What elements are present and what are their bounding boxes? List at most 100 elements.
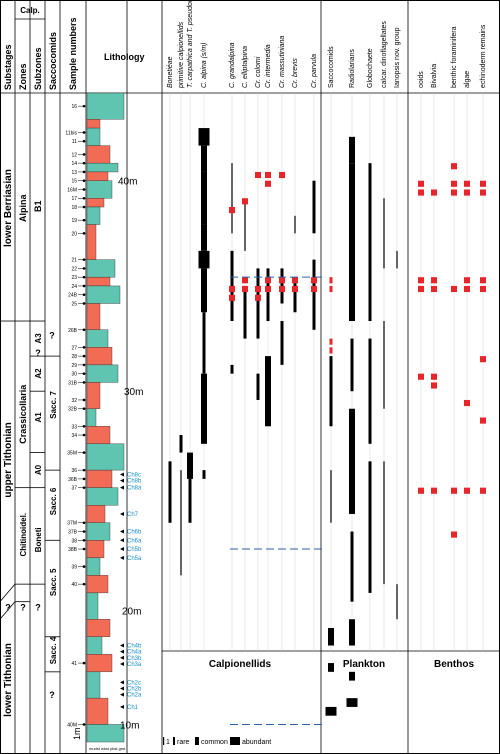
range-bar <box>396 250 398 269</box>
range-bar <box>464 189 470 196</box>
range-bar <box>346 698 358 707</box>
subzone-label: A1 <box>34 412 43 423</box>
occurrence-ranges <box>168 128 486 725</box>
ch-sample-label: Ch8b <box>127 479 142 485</box>
lithology-bed <box>86 92 125 120</box>
range-bar <box>383 198 385 269</box>
range-bar <box>480 180 486 187</box>
range-bar <box>451 163 457 170</box>
zone-label: Chitinoidel. <box>19 513 28 557</box>
legend-swatch-common <box>195 737 199 745</box>
substage-label: lower Berriasian <box>3 169 14 247</box>
ch-sample-arrow <box>120 649 124 654</box>
range-bar <box>329 277 333 284</box>
taxon-label: C. alpina (s/m) <box>201 42 208 88</box>
taxon-label: echinoderm remains <box>480 24 487 88</box>
subzone-label: B1 <box>33 200 43 212</box>
ch-sample-label: Ch2c <box>127 680 141 686</box>
range-bar <box>279 277 285 284</box>
sacco-label: Sacc. 6 <box>49 487 58 515</box>
subzone-label: A3 <box>34 333 43 344</box>
ch-sample-arrow <box>120 704 124 709</box>
sample-label: 20 <box>71 231 77 237</box>
lithology-bed <box>86 654 113 673</box>
sample-label: 35M <box>67 451 77 457</box>
sample-label: 18 <box>71 205 77 211</box>
range-bar <box>280 268 284 304</box>
range-bar <box>464 277 470 284</box>
range-bar <box>350 338 354 392</box>
range-bar <box>368 338 372 444</box>
subzone-label: A0 <box>34 464 43 475</box>
lithology-bed <box>86 364 119 383</box>
range-bar <box>311 285 317 293</box>
saccocomids-header: Saccocomids <box>48 32 58 90</box>
taxon-label: Cr. massutiniana <box>279 36 286 88</box>
zone-label: ? <box>20 602 26 612</box>
lithology-bed <box>86 303 101 330</box>
range-bar <box>480 417 486 424</box>
range-bar <box>431 382 437 389</box>
sample-label: 26B <box>68 328 78 334</box>
range-bar <box>198 250 210 269</box>
subzone-label: ? <box>35 602 41 612</box>
range-bar <box>242 198 248 205</box>
range-bar <box>349 619 355 646</box>
range-bar <box>266 268 270 322</box>
subzone-label: Boneti <box>34 527 43 552</box>
zones-header: Zones <box>18 63 28 90</box>
lithology-bed <box>86 426 111 445</box>
sample-label: 36B <box>68 477 78 483</box>
scale-label: 40m <box>118 177 137 188</box>
ch-sample-arrow <box>120 643 124 648</box>
lithology-bed <box>86 671 101 699</box>
sample-label: 41 <box>71 661 77 667</box>
ch-sample-arrow <box>120 529 124 534</box>
lithology-bed <box>86 443 125 471</box>
range-bar <box>328 663 334 672</box>
lithology-header: Lithology <box>104 52 145 62</box>
range-bar <box>480 285 486 293</box>
plankton-group-label: Plankton <box>343 659 385 670</box>
range-bar <box>265 171 271 179</box>
lithology-bed <box>86 557 101 576</box>
range-bar <box>255 285 261 293</box>
lithology-bed <box>86 259 116 278</box>
range-bar <box>230 364 234 374</box>
sample-label: 40 <box>71 582 77 588</box>
ch-sample-label: Ch5a <box>127 556 142 562</box>
range-bar <box>202 470 206 479</box>
range-bar <box>180 470 182 576</box>
scale-bottom-label: 1m <box>72 727 82 740</box>
range-bar <box>293 277 297 313</box>
sample-label: 14 <box>71 161 77 167</box>
legend-one-label: 1 <box>166 739 170 746</box>
sample-label: 34 <box>71 433 77 439</box>
lithology-bed <box>86 382 101 409</box>
lithology-bed <box>86 540 105 559</box>
range-bar <box>256 373 260 400</box>
subzone-label: A2 <box>34 368 43 379</box>
range-bar <box>229 207 235 214</box>
ch-sample-arrow <box>120 547 124 552</box>
taxon-label: Ianopsis nov. group <box>394 27 401 88</box>
range-bar <box>464 487 470 494</box>
range-bar <box>201 373 207 444</box>
range-bar <box>451 531 457 538</box>
lithology-bed <box>86 127 101 146</box>
taxon-label: ooids <box>418 71 425 88</box>
range-bar <box>431 487 437 494</box>
range-bar <box>311 277 317 284</box>
taxon-label: Bivalvia <box>431 64 438 88</box>
range-bar <box>265 277 271 284</box>
range-bar <box>464 180 470 187</box>
sample-label: 37M <box>67 521 77 527</box>
range-bar <box>168 461 172 523</box>
sacco-label: Sacc. 5 <box>49 568 58 596</box>
range-bar <box>265 356 271 427</box>
legend-swatch-abundant <box>230 737 240 745</box>
ch-sample-label: Ch8c <box>127 473 141 479</box>
ch-sample-arrow <box>120 661 124 666</box>
substage-label: lower Tithonian <box>3 643 14 717</box>
